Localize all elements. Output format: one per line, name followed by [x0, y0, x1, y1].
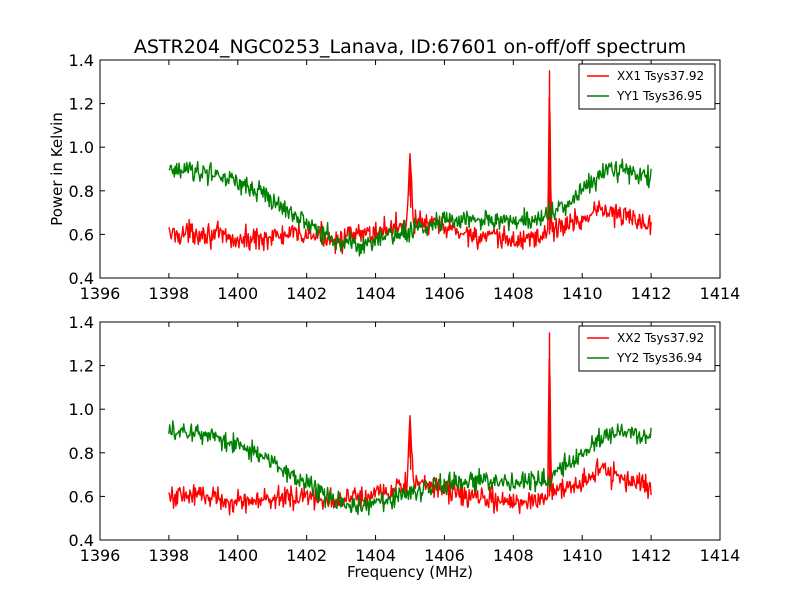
- legend-box: [578, 63, 716, 110]
- y-tick-label: 0.4: [69, 269, 94, 288]
- x-tick-label: 1404: [355, 284, 396, 303]
- series-line: [168, 158, 652, 257]
- x-tick-label: 1412: [631, 284, 672, 303]
- series-line: [168, 70, 652, 255]
- legend-entry-label: XX1 Tsys37.92: [617, 69, 704, 83]
- series-group: [168, 70, 652, 257]
- x-tick-label: 1398: [149, 546, 190, 565]
- x-tick-label: 1398: [149, 284, 190, 303]
- y-tick-label: 1.0: [69, 138, 94, 157]
- y-tick-label: 1.0: [69, 400, 94, 419]
- x-tick-label: 1414: [700, 284, 741, 303]
- legend-entry-label: YY2 Tsys36.94: [616, 351, 702, 365]
- y-axis-label: Power in Kelvin: [48, 112, 66, 226]
- x-tick-label: 1408: [493, 284, 534, 303]
- chart-title: ASTR204_NGC0253_Lanava, ID:67601 on-off/…: [134, 36, 686, 58]
- y-tick-label: 1.4: [69, 51, 94, 70]
- x-tick-label: 1410: [562, 284, 603, 303]
- x-tick-label: 1404: [355, 546, 396, 565]
- series-group: [168, 332, 652, 516]
- x-tick-label: 1396: [80, 284, 121, 303]
- legend-entry-label: YY1 Tsys36.95: [616, 89, 702, 103]
- y-tick-label: 0.6: [69, 487, 94, 506]
- series-line: [168, 420, 652, 516]
- y-tick-label: 1.4: [69, 313, 94, 332]
- x-tick-label: 1400: [217, 546, 258, 565]
- top-panel: 1396 1398 1400 1402 1404 1406 1408 1410 1412 1414…: [48, 51, 740, 303]
- y-tick-label: 0.8: [69, 182, 94, 201]
- x-tick-label: 1402: [286, 546, 327, 565]
- y-tick-label: 1.2: [69, 357, 94, 376]
- x-tick-label: 1406: [424, 546, 465, 565]
- x-tick-label: 1400: [217, 284, 258, 303]
- y-tick-label: 0.8: [69, 444, 94, 463]
- series-line: [168, 332, 652, 516]
- plot-frame: [99, 59, 721, 279]
- x-tick-label: 1412: [631, 546, 672, 565]
- y-tick-label: 0.6: [69, 225, 94, 244]
- bottom-panel: 1396 1398 1400 1402 1404 1406 1408 1410 1412 1414…: [69, 313, 741, 581]
- x-tick-label: 1406: [424, 284, 465, 303]
- x-tick-label: 1408: [493, 546, 534, 565]
- x-tick-label: 1410: [562, 546, 603, 565]
- y-tick-label: 0.4: [69, 531, 94, 550]
- y-tick-label: 1.2: [69, 95, 94, 114]
- x-tick-label: 1414: [700, 546, 741, 565]
- legend-box: [578, 325, 716, 372]
- plot-frame: [99, 321, 721, 541]
- x-tick-label: 1402: [286, 284, 327, 303]
- x-tick-label: 1396: [80, 546, 121, 565]
- legend-entry-label: XX2 Tsys37.92: [617, 331, 704, 345]
- x-axis-label: Frequency (MHz): [347, 563, 473, 581]
